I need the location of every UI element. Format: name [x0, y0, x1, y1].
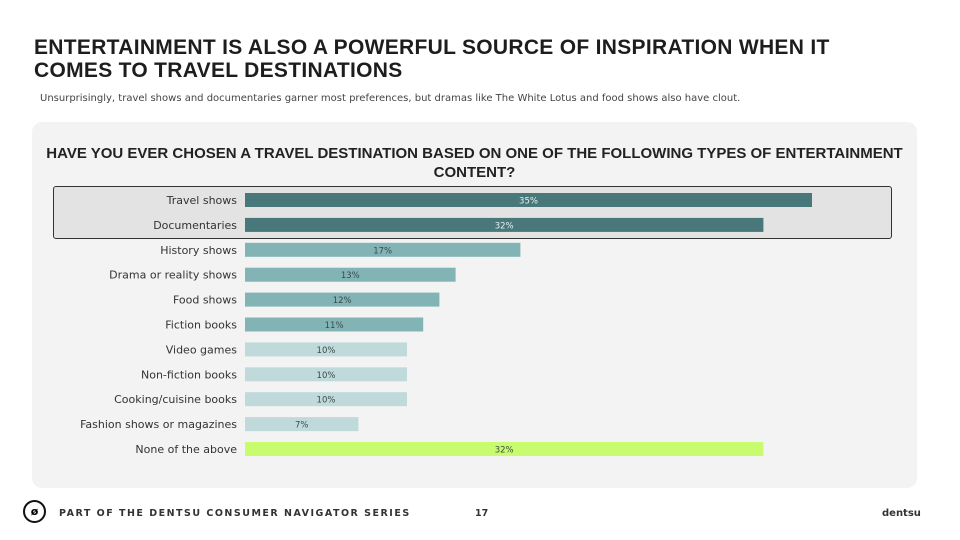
chart-panel: [32, 122, 917, 488]
bar: [245, 392, 407, 407]
category-label: Fashion shows or magazines: [80, 418, 237, 431]
category-label: Non-fiction books: [141, 368, 237, 381]
brand-logo: dentsu: [882, 508, 921, 519]
data-label: 35%: [519, 197, 538, 207]
page-title: ENTERTAINMENT IS ALSO A POWERFUL SOURCE …: [34, 36, 830, 82]
data-label: 32%: [495, 221, 514, 231]
data-label: 13%: [341, 271, 360, 281]
compass-icon: ø: [23, 500, 46, 523]
category-label: Travel shows: [166, 194, 238, 207]
data-label: 7%: [295, 421, 309, 431]
data-label: 10%: [317, 346, 336, 356]
category-label: Cooking/cuisine books: [114, 393, 237, 406]
bar: [245, 442, 764, 456]
page-number: 17: [475, 508, 489, 519]
bar: [245, 317, 424, 332]
category-label: History shows: [160, 244, 237, 257]
bar: [245, 292, 440, 307]
category-label: None of the above: [135, 443, 237, 456]
page-subtitle: Unsurprisingly, travel shows and documen…: [40, 93, 741, 104]
bar: [245, 342, 407, 357]
data-label: 17%: [373, 246, 392, 256]
category-label: Documentaries: [153, 219, 237, 232]
bar: [245, 367, 407, 382]
bar: [245, 267, 456, 282]
data-label: 12%: [333, 296, 352, 306]
data-label: 10%: [317, 371, 336, 381]
category-label: Fiction books: [165, 319, 237, 332]
category-label: Video games: [166, 343, 238, 356]
footer-series: PART OF THE DENTSU CONSUMER NAVIGATOR SE…: [59, 508, 411, 519]
bar: [245, 417, 359, 432]
data-label: 11%: [325, 321, 344, 331]
bar: [245, 193, 812, 207]
category-label: Food shows: [173, 294, 237, 307]
data-label: 10%: [317, 396, 336, 406]
data-label: 32%: [495, 446, 514, 456]
category-label: Drama or reality shows: [109, 269, 237, 282]
chart-title: HAVE YOU EVER CHOSEN A TRAVEL DESTINATIO…: [46, 145, 903, 181]
bar: [245, 217, 764, 232]
bar: [245, 242, 521, 257]
